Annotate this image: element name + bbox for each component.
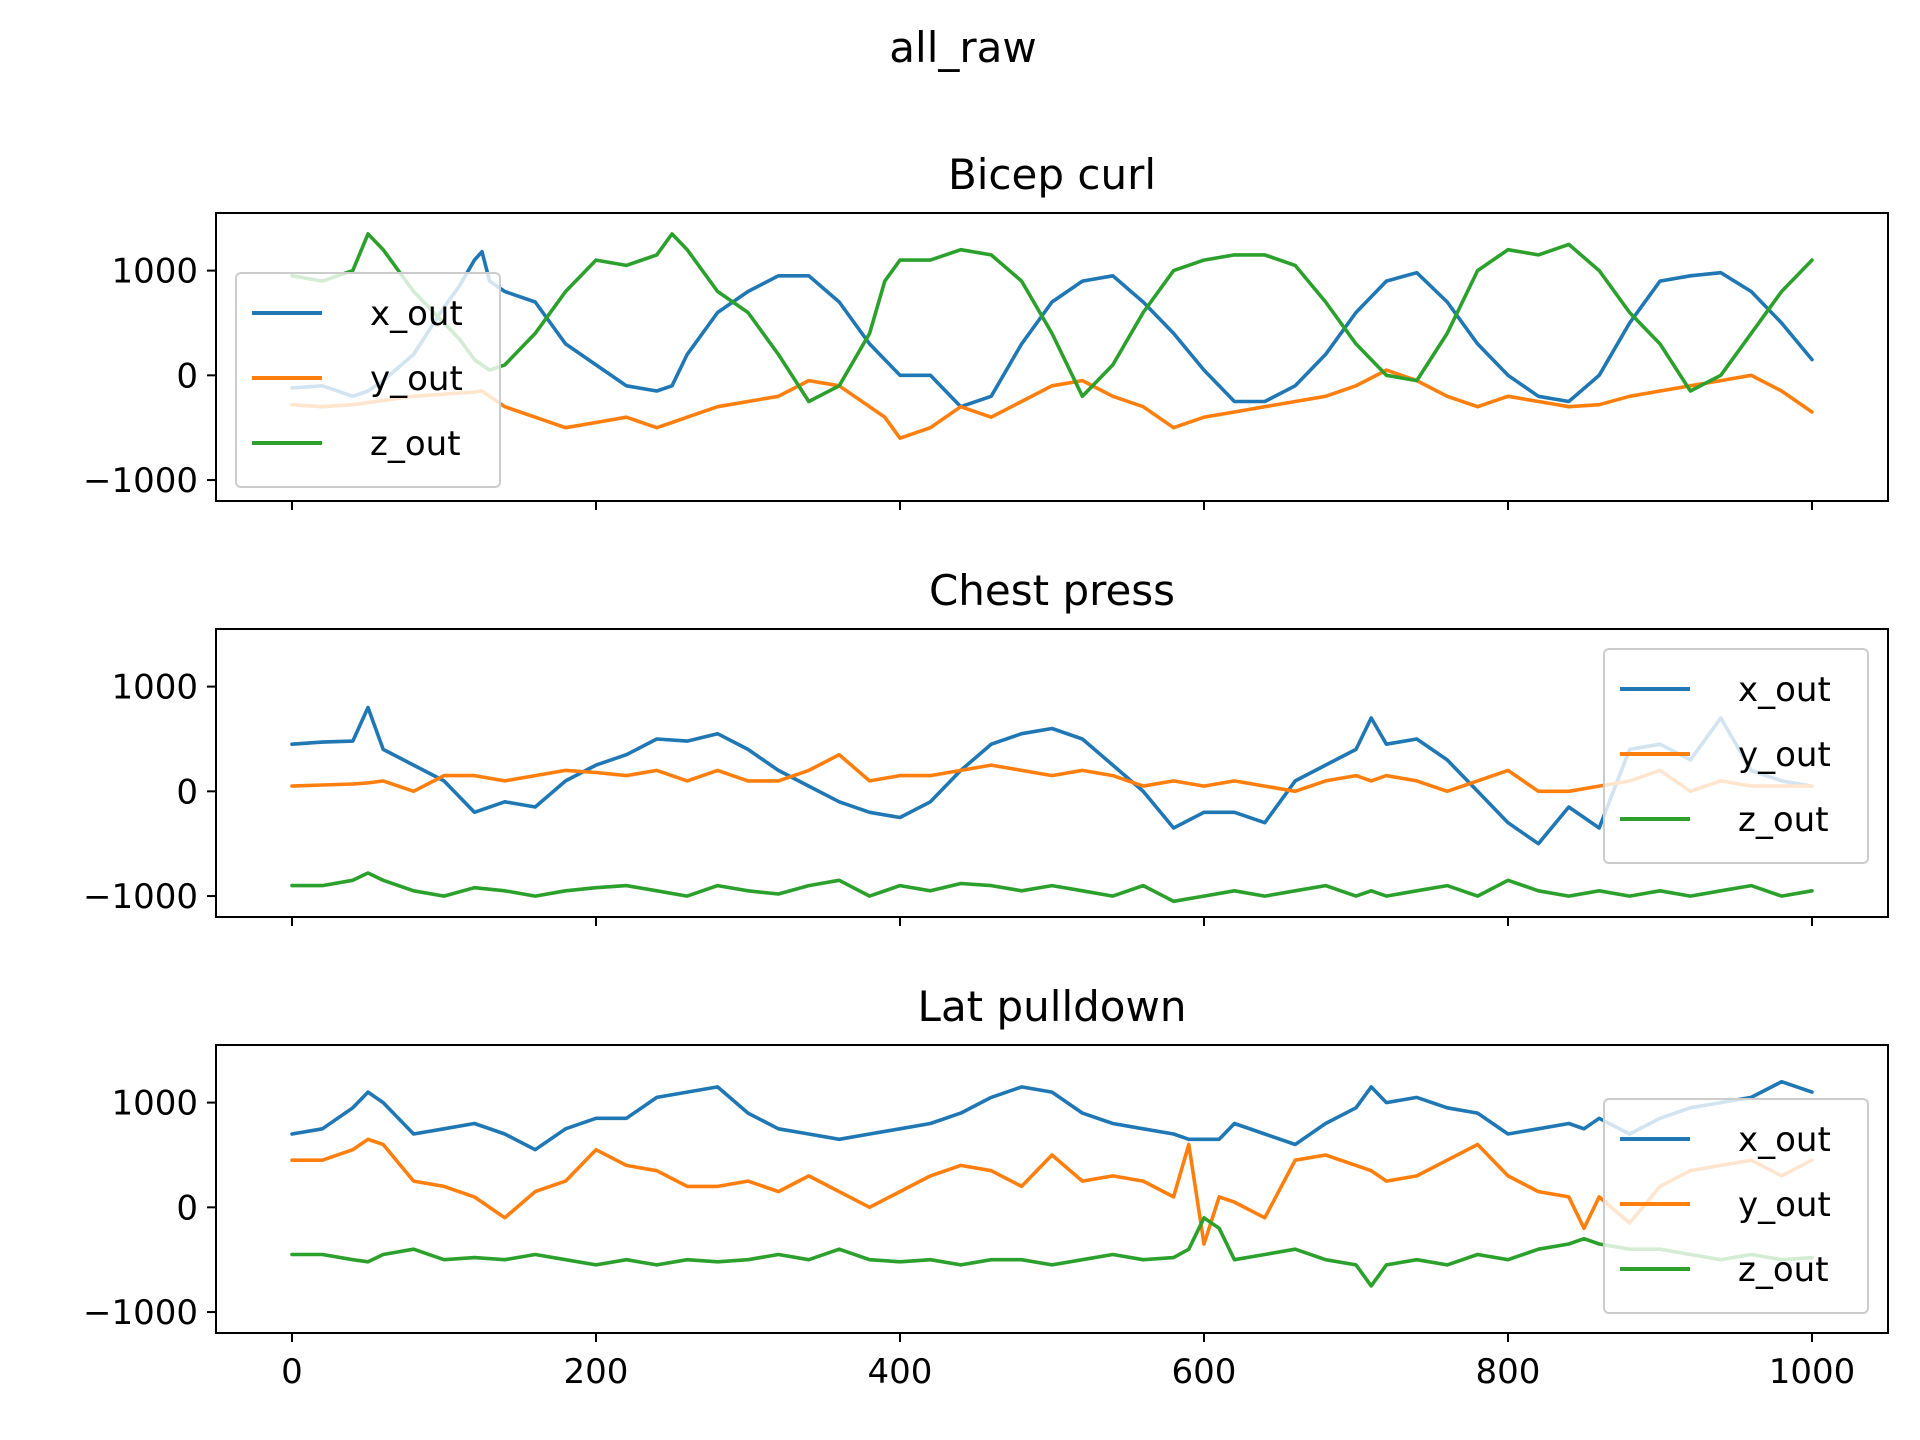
legend-label-z_out: z_out [1738, 1250, 1829, 1290]
x-tick-label: 800 [1476, 1352, 1541, 1392]
y-tick-label: 0 [176, 772, 198, 812]
legend-label-y_out: y_out [370, 359, 463, 399]
y-tick-label: −1000 [83, 877, 198, 917]
x-tick-label: 0 [281, 1352, 303, 1392]
series-line-x_out [290, 1079, 1814, 1152]
subplot-2: Chest press −1000 0 1000 x_out y_out z_out [83, 566, 1889, 926]
legend-label-x_out: x_out [1738, 670, 1831, 710]
series-line-y_out [290, 368, 1814, 441]
legend-label-y_out: y_out [1738, 1185, 1831, 1225]
legend: x_out y_out z_out [235, 272, 501, 488]
y-tick-label: 0 [176, 356, 198, 396]
y-tick-label: −1000 [83, 1293, 198, 1333]
legend-label-z_out: z_out [1738, 800, 1829, 840]
y-tick-label: 1000 [111, 1084, 198, 1124]
figure-title: all_raw [889, 23, 1036, 72]
x-tick-label: 600 [1172, 1352, 1237, 1392]
series-line-z_out [290, 232, 1814, 404]
subplot-title: Bicep curl [948, 150, 1156, 199]
axes-frame [215, 1044, 1889, 1334]
subplot-title: Lat pulldown [918, 982, 1187, 1031]
y-tick-label: −1000 [83, 461, 198, 501]
legend-box [235, 272, 501, 488]
subplot-3: Lat pulldown −1000 0 1000 0 200 400 600 800 1000 x… [83, 982, 1889, 1392]
series-line-z_out [290, 1216, 1814, 1288]
axes-frame [215, 628, 1889, 918]
axes-frame [215, 212, 1889, 502]
legend-label-x_out: x_out [1738, 1120, 1831, 1160]
legend-label-x_out: x_out [370, 294, 463, 334]
series-line-x_out [290, 249, 1814, 409]
x-tick-label: 1000 [1769, 1352, 1856, 1392]
subplot-title: Chest press [929, 566, 1175, 615]
series-line-y_out [290, 1137, 1814, 1246]
y-tick-label: 1000 [111, 668, 198, 708]
legend-label-y_out: y_out [1738, 735, 1831, 775]
series-line-y_out [290, 752, 1814, 794]
y-tick-label: 1000 [111, 252, 198, 292]
legend: x_out y_out z_out [1603, 1098, 1869, 1314]
x-tick-label: 200 [564, 1352, 629, 1392]
legend-box [1603, 1098, 1869, 1314]
subplot-1: Bicep curl −1000 0 1000 x_out y_out z_out [83, 150, 1889, 510]
legend-label-z_out: z_out [370, 424, 461, 464]
legend-box [1603, 648, 1869, 864]
y-tick-label: 0 [176, 1188, 198, 1228]
legend: x_out y_out z_out [1603, 648, 1869, 864]
x-tick-label: 400 [868, 1352, 933, 1392]
subplot-group: Bicep curl−100001000x_outy_outz_outChest… [83, 150, 1889, 1392]
series-line-z_out [290, 871, 1814, 904]
series-line-x_out [290, 705, 1814, 846]
